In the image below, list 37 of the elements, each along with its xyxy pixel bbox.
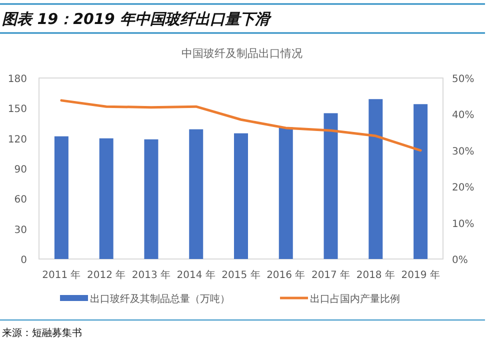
y2-tick-label: 10% — [452, 218, 474, 230]
legend-label: 出口玻纤及其制品总量（万吨） — [90, 293, 230, 305]
chart-subtitle: 中国玻纤及制品出口情况 — [182, 47, 302, 60]
x-tick-label: 2016 年 — [266, 269, 306, 281]
x-tick-label: 2014 年 — [176, 269, 216, 281]
y2-tick-label: 20% — [452, 182, 474, 194]
bar — [99, 138, 114, 259]
y-tick-label: 150 — [8, 104, 27, 116]
y2-tick-label: 40% — [452, 110, 474, 122]
legend-label: 出口占国内产量比例 — [310, 293, 400, 305]
chart-title: 图表 19：2019 年中国玻纤出口量下滑 — [2, 10, 272, 28]
x-tick-label: 2018 年 — [356, 269, 395, 281]
bar — [278, 127, 293, 259]
line-series — [60, 99, 422, 152]
bar — [234, 133, 248, 259]
y2-tick-label: 30% — [452, 146, 474, 158]
y-tick-label: 120 — [8, 134, 27, 146]
y-tick-label: 60 — [14, 194, 27, 206]
bar — [324, 113, 338, 259]
bar — [144, 139, 158, 259]
x-tick-label: 2015 年 — [222, 269, 260, 281]
y-tick-label: 30 — [14, 224, 27, 236]
bar — [368, 99, 383, 259]
x-tick-label: 2013 年 — [132, 269, 171, 281]
y2-tick-label: 0% — [452, 255, 468, 266]
x-tick-label: 2017 年 — [311, 269, 350, 281]
y-tick-label: 180 — [8, 74, 27, 85]
x-tick-label: 2012 年 — [87, 269, 126, 281]
y2-tick-label: 50% — [452, 74, 474, 85]
bar — [414, 104, 428, 259]
bar — [54, 136, 68, 259]
x-tick-label: 2011 年 — [42, 269, 81, 281]
y-tick-label: 90 — [14, 164, 27, 176]
bar — [189, 129, 204, 259]
y-tick-label: 0 — [20, 255, 27, 266]
source-note: 来源：短融募集书 — [2, 327, 82, 339]
x-tick-label: 2019 年 — [401, 269, 440, 281]
